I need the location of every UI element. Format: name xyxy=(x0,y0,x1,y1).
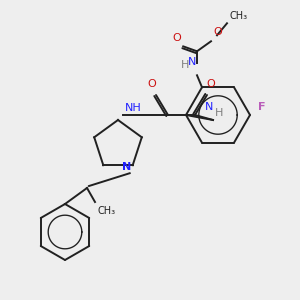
Text: O: O xyxy=(207,79,215,89)
Text: N: N xyxy=(188,57,196,67)
Text: O: O xyxy=(148,79,156,89)
Text: CH₃: CH₃ xyxy=(229,11,247,21)
Text: N: N xyxy=(205,102,213,112)
Text: O: O xyxy=(172,33,182,43)
Text: F: F xyxy=(258,102,266,112)
Text: H: H xyxy=(181,60,189,70)
Text: N: N xyxy=(122,162,131,172)
Text: NH: NH xyxy=(125,103,142,113)
Text: O: O xyxy=(213,27,222,37)
Text: H: H xyxy=(215,108,224,118)
Text: CH₃: CH₃ xyxy=(97,206,115,216)
